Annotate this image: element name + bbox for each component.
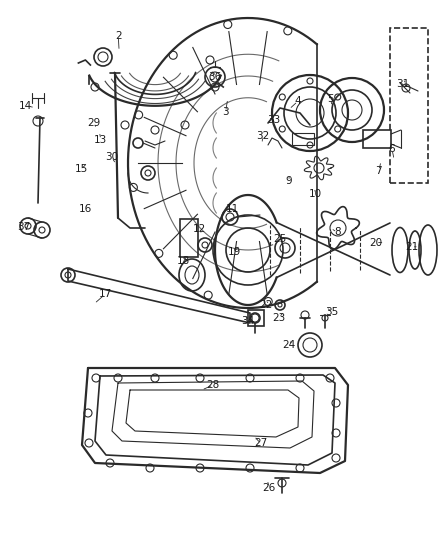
Text: 35: 35 — [325, 308, 339, 317]
Text: 19: 19 — [228, 247, 241, 256]
Text: 13: 13 — [94, 135, 107, 144]
Text: 10: 10 — [309, 189, 322, 199]
Text: 27: 27 — [254, 439, 267, 448]
Text: 21: 21 — [405, 242, 418, 252]
Bar — [292, 133, 314, 145]
Text: 30: 30 — [105, 152, 118, 162]
Text: 33: 33 — [267, 115, 280, 125]
Text: 34: 34 — [241, 316, 254, 326]
Text: 29: 29 — [88, 118, 101, 127]
Text: 32: 32 — [256, 131, 269, 141]
Text: 28: 28 — [207, 380, 220, 390]
Text: 15: 15 — [74, 165, 88, 174]
Text: 17: 17 — [99, 289, 112, 299]
Text: 16: 16 — [79, 204, 92, 214]
Text: 12: 12 — [193, 224, 206, 234]
Bar — [248, 310, 264, 326]
Text: 6: 6 — [389, 144, 396, 154]
Text: 2: 2 — [115, 31, 122, 41]
Bar — [363, 130, 391, 148]
Text: 3: 3 — [222, 107, 229, 117]
Text: 31: 31 — [396, 79, 410, 89]
Text: 25: 25 — [274, 234, 287, 244]
Bar — [390, 28, 428, 183]
Text: 8: 8 — [334, 228, 341, 237]
Text: 37: 37 — [18, 222, 31, 231]
Text: 11: 11 — [226, 204, 239, 214]
Text: 22: 22 — [259, 300, 272, 310]
Text: 23: 23 — [272, 313, 286, 322]
Text: 36: 36 — [208, 72, 221, 82]
Text: 5: 5 — [327, 94, 334, 103]
Text: 18: 18 — [177, 256, 190, 266]
Text: 14: 14 — [19, 101, 32, 110]
Text: 7: 7 — [375, 166, 382, 175]
Text: 24: 24 — [283, 341, 296, 350]
Text: 4: 4 — [294, 96, 301, 106]
Text: 26: 26 — [263, 483, 276, 492]
Text: 20: 20 — [369, 238, 382, 247]
Text: 9: 9 — [286, 176, 293, 186]
Bar — [180, 219, 198, 257]
